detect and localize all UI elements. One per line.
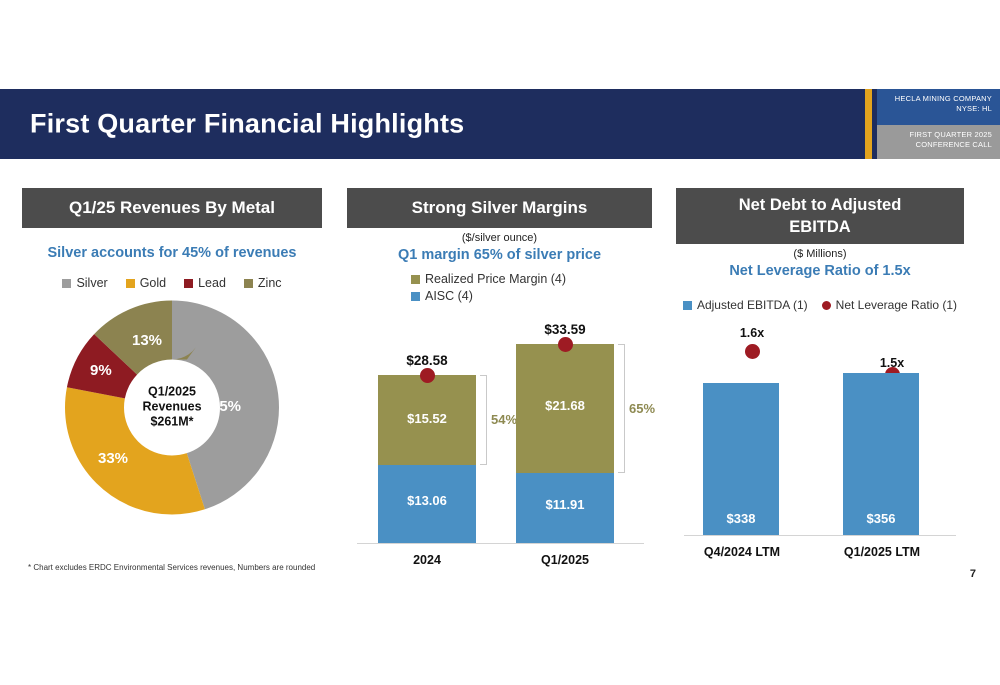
donut-value-zinc: 13% xyxy=(132,332,163,349)
bar-q1-2025-value: $356 xyxy=(866,511,896,526)
legend-swatch-gold xyxy=(125,278,135,288)
slide-header: First Quarter Financial Highlights HECLA… xyxy=(0,89,1000,159)
panel-3-title-line1: Net Debt to Adjusted xyxy=(738,196,902,214)
badge-event-line2: CONFERENCE CALL xyxy=(915,140,992,149)
category-label-q4-2024: Q4/2024 LTM xyxy=(703,545,781,559)
donut-value-gold: 33% xyxy=(98,450,129,467)
badge-accent-bar xyxy=(865,89,872,159)
category-label-q1-2025: Q1/2025 LTM xyxy=(843,545,921,559)
panel-2-title: Strong Silver Margins xyxy=(347,188,652,228)
page-number: 7 xyxy=(969,568,976,580)
bar-q1-2025-aisc: $11.91 xyxy=(516,473,614,543)
panel-1-title: Q1/25 Revenues By Metal xyxy=(22,188,322,228)
badge-event-line1: FIRST QUARTER 2025 xyxy=(909,130,992,139)
legend-item-adjusted-ebitda: Adjusted EBITDA (1) xyxy=(682,298,808,312)
marker-q1-2025-price xyxy=(558,337,573,352)
panel-2-units: ($/silver ounce) xyxy=(461,232,538,244)
panel-3-units: ($ Millions) xyxy=(793,248,847,260)
bar-total-q1-2025: $33.59 xyxy=(544,322,586,337)
donut-slice-zinc xyxy=(65,300,279,515)
page-title: First Quarter Financial Highlights xyxy=(30,108,465,139)
chart-2-baseline xyxy=(357,543,644,544)
bar-total-2024: $28.58 xyxy=(406,353,448,368)
donut-center-line1: Q1/2025 xyxy=(148,384,196,399)
donut-center-line3: $261M* xyxy=(150,414,194,429)
panel-2-subtitle: Q1 margin 65% of silver price xyxy=(397,247,602,263)
legend-label-net-leverage-ratio: Net Leverage Ratio (1) xyxy=(835,298,958,312)
legend-item-net-leverage-ratio: Net Leverage Ratio (1) xyxy=(821,298,958,312)
bar-2024-aisc-value: $13.06 xyxy=(407,493,447,508)
legend-item-lead: Lead xyxy=(184,276,226,290)
marker-2024-price xyxy=(420,368,435,383)
footnote: * Chart excludes ERDC Environmental Serv… xyxy=(28,563,316,572)
bar-2024-realized-price-margin: $15.52 xyxy=(378,375,476,465)
bar-q1-2025-aisc-value: $11.91 xyxy=(545,497,585,512)
legend-label-lead: Lead xyxy=(198,276,226,290)
ratio-label-q4-2024: 1.6x xyxy=(739,326,765,340)
legend-swatch-silver xyxy=(62,278,72,288)
legend-swatch-adjusted-ebitda xyxy=(682,300,692,310)
margin-pct-2024: 54% xyxy=(491,412,518,427)
badge-ticker: NYSE: HL xyxy=(956,104,992,113)
legend-label-adjusted-ebitda: Adjusted EBITDA (1) xyxy=(696,298,808,312)
donut-value-lead: 9% xyxy=(90,362,112,379)
legend-label-aisc: AISC (4) xyxy=(425,289,473,303)
margin-pct-q1-2025: 65% xyxy=(629,401,656,416)
donut-value-silver: 45% xyxy=(211,398,242,415)
legend-swatch-aisc xyxy=(411,291,420,301)
bar-2024-margin-value: $15.52 xyxy=(407,411,447,426)
bracket-2024 xyxy=(480,375,487,465)
legend-item-silver: Silver xyxy=(62,276,108,290)
bar-q4-2024-adjusted-ebitda: $338 xyxy=(703,383,779,535)
legend-label-realized-price-margin: Realized Price Margin (4) xyxy=(425,272,567,286)
marker-ratio-q4-2024 xyxy=(745,344,760,359)
panel-3-title-line2: EBITDA xyxy=(789,218,851,236)
category-label-q1-2025: Q1/2025 xyxy=(541,553,589,567)
company-badge: HECLA MINING COMPANY NYSE: HL FIRST QUAR… xyxy=(855,89,1000,159)
category-label-2024: 2024 xyxy=(413,553,441,567)
donut-chart-revenues: 45% 33% 9% 13% Q1/2025 Revenues $261M* xyxy=(22,300,322,515)
donut-center-label: Q1/2025 Revenues $261M* xyxy=(142,385,201,430)
legend-item-realized-price-margin: Realized Price Margin (4) xyxy=(411,272,652,286)
legend-swatch-realized-price-margin xyxy=(411,274,420,284)
chart-3-baseline xyxy=(684,535,956,536)
panel-net-debt-ebitda: Net Debt to Adjusted EBITDA ($ Millions)… xyxy=(676,188,964,566)
badge-event-block: FIRST QUARTER 2025 CONFERENCE CALL xyxy=(877,125,1000,159)
legend-metals: Silver Gold Lead Zinc xyxy=(22,276,322,290)
legend-ebitda: Adjusted EBITDA (1) Net Leverage Ratio (… xyxy=(676,298,964,312)
panel-revenues-by-metal: Q1/25 Revenues By Metal Silver accounts … xyxy=(22,188,322,515)
donut-svg xyxy=(65,300,279,515)
panel-silver-margins: Strong Silver Margins ($/silver ounce) Q… xyxy=(347,188,656,569)
bar-q1-2025-realized-price-margin: $21.68 xyxy=(516,344,614,473)
legend-item-zinc: Zinc xyxy=(243,276,282,290)
bar-q4-2024-value: $338 xyxy=(726,511,756,526)
bracket-q1-2025 xyxy=(618,344,625,473)
legend-swatch-lead xyxy=(184,278,194,288)
bar-chart-ebitda: 1.6x $338 Q4/2024 LTM 1.5x $356 Q1/2025 … xyxy=(676,316,964,566)
bar-2024-aisc: $13.06 xyxy=(378,465,476,543)
legend-label-gold: Gold xyxy=(139,276,167,290)
badge-company-name: HECLA MINING COMPANY xyxy=(894,94,992,103)
panel-1-subtitle: Silver accounts for 45% of revenues xyxy=(47,245,297,261)
panel-3-title: Net Debt to Adjusted EBITDA xyxy=(676,188,964,244)
badge-company-block: HECLA MINING COMPANY NYSE: HL xyxy=(877,89,1000,125)
bar-q1-2025-margin-value: $21.68 xyxy=(545,398,585,413)
donut-slice-gold xyxy=(65,300,279,515)
legend-item-aisc: AISC (4) xyxy=(411,289,652,303)
stacked-bar-chart-margins: $28.58 $15.52 $13.06 54% 2024 $33.59 $21… xyxy=(347,309,656,569)
legend-item-gold: Gold xyxy=(125,276,167,290)
ratio-label-q1-2025: 1.5x xyxy=(879,356,905,370)
legend-margins: Realized Price Margin (4) AISC (4) xyxy=(347,272,652,303)
legend-marker-net-leverage-ratio xyxy=(821,300,831,310)
legend-label-zinc: Zinc xyxy=(257,276,282,290)
legend-swatch-zinc xyxy=(243,278,253,288)
donut-center-line2: Revenues xyxy=(142,399,202,414)
legend-label-silver: Silver xyxy=(76,276,108,290)
panel-3-subtitle: Net Leverage Ratio of 1.5x xyxy=(729,263,911,279)
bar-q1-2025-adjusted-ebitda: $356 xyxy=(843,373,919,535)
